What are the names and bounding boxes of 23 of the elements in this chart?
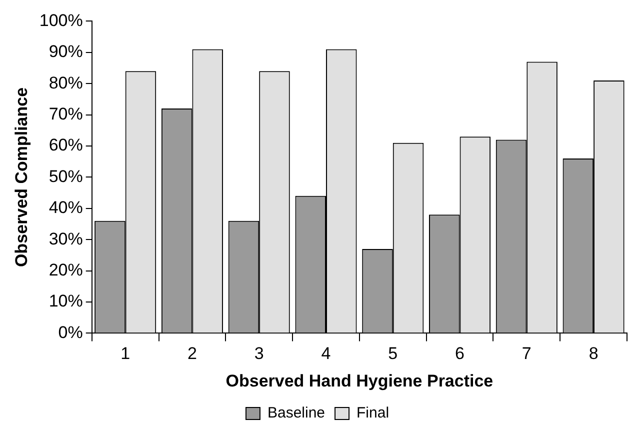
x-axis-title: Observed Hand Hygiene Practice [226, 371, 494, 390]
y-tick-label: 10% [48, 292, 83, 311]
x-tick-label: 8 [588, 344, 598, 364]
x-tick-label: 7 [522, 344, 532, 364]
y-tick-label: 50% [48, 166, 83, 186]
legend-label: Baseline [267, 404, 326, 422]
y-tick-label: 70% [48, 104, 83, 124]
y-tick-label: 30% [48, 229, 83, 248]
legend-label: Final [356, 404, 390, 422]
x-tick-label: 4 [321, 344, 331, 364]
x-tick-label: 6 [455, 344, 465, 364]
y-axis-title: Observed Compliance [12, 87, 31, 267]
x-tick-label: 3 [254, 344, 264, 364]
y-tick-label: 20% [48, 260, 83, 280]
x-tick-label: 1 [120, 344, 130, 364]
y-tick-label: 60% [48, 136, 83, 155]
y-tick-label: 40% [48, 198, 83, 218]
x-tick-label: 5 [388, 344, 398, 364]
y-tick-label: 0% [58, 322, 83, 342]
y-tick-label: 90% [48, 42, 83, 62]
x-tick-label: 2 [187, 344, 197, 364]
y-tick-label: 100% [39, 10, 83, 30]
y-tick-label: 80% [48, 73, 83, 92]
